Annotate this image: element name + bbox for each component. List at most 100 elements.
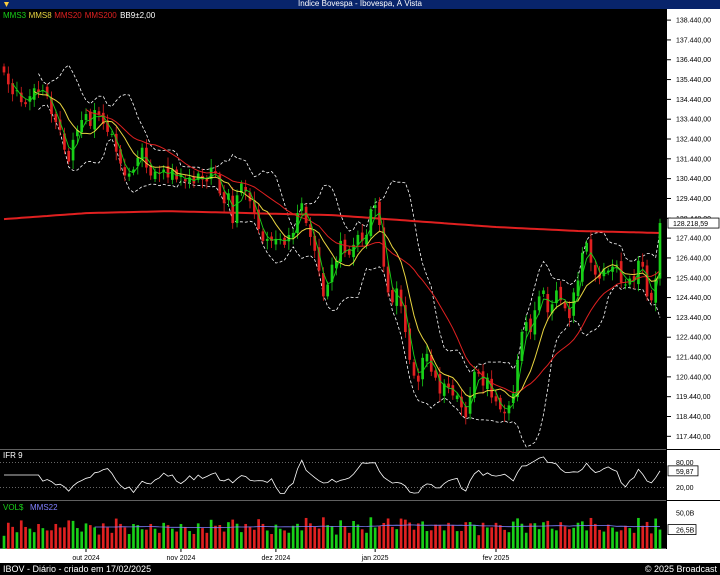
candle-body — [624, 284, 627, 286]
price-tick-label: 135.440,00 — [676, 77, 711, 84]
candle-body — [533, 310, 537, 335]
candle-body — [568, 308, 571, 319]
volume-bar — [175, 531, 178, 549]
volume-bar — [391, 526, 394, 549]
volume-bar — [520, 523, 524, 549]
candle-body — [645, 265, 649, 297]
volume-bar — [88, 525, 92, 549]
candle-body — [175, 169, 178, 180]
volume-bar — [632, 532, 636, 549]
time-axis-bg — [0, 549, 720, 563]
candle-body — [270, 236, 273, 241]
candle-body — [576, 280, 580, 296]
ifr-panel-label: IFR 9 — [3, 451, 23, 460]
volume-bar — [326, 525, 330, 549]
volume-bar — [460, 530, 463, 549]
candle-body — [265, 238, 269, 241]
price-tick-label: 130.440,00 — [676, 176, 711, 183]
candle-body — [391, 290, 394, 303]
volume-bar — [287, 532, 291, 549]
price-tick-label: 138.440,00 — [676, 18, 711, 25]
candle-body — [304, 206, 308, 224]
volume-bar — [373, 527, 377, 549]
candle-body — [546, 294, 550, 313]
vol-ma-label: MMS22 — [30, 503, 58, 512]
volume-bar — [555, 530, 558, 549]
vol-panel-label: VOL$ — [3, 503, 24, 512]
candle-body — [19, 92, 23, 103]
candle-body — [80, 119, 84, 133]
volume-bar — [28, 528, 32, 549]
candle-body — [438, 374, 442, 394]
volume-bar — [624, 525, 627, 549]
volume-bar — [455, 531, 459, 549]
volume-bar — [58, 527, 62, 549]
candle-body — [524, 322, 528, 331]
volume-bar — [619, 530, 623, 549]
volume-bar — [209, 519, 213, 549]
volume-bar — [365, 532, 368, 549]
volume-bar — [231, 519, 235, 549]
vol-current-label: 26,5B — [676, 528, 695, 535]
time-axis-label: dez 2024 — [261, 555, 290, 562]
volume-bar — [15, 532, 19, 549]
candle-body — [529, 318, 532, 333]
candle-body — [516, 359, 519, 398]
volume-bar — [170, 528, 174, 549]
volume-bar — [641, 525, 645, 549]
volume-bar — [313, 526, 317, 549]
candle-body — [555, 290, 558, 304]
volume-bar — [205, 532, 209, 549]
volume-bar — [464, 522, 468, 549]
volume-bar — [54, 523, 58, 549]
candle-body — [32, 88, 36, 100]
volume-bar — [529, 523, 532, 549]
volume-bar — [45, 530, 49, 549]
candle-body — [37, 89, 40, 93]
candle-body — [373, 205, 377, 208]
candle-body — [296, 213, 299, 233]
app-icon — [4, 2, 9, 7]
candle-body — [455, 395, 459, 400]
volume-bar — [114, 518, 118, 549]
volume-bar — [658, 529, 662, 549]
volume-bar — [524, 532, 528, 549]
volume-bar — [227, 522, 230, 549]
bollinger-upper-band — [38, 64, 661, 373]
footer-left-text: IBOV - Diário - criado em 17/02/2025 — [3, 564, 152, 574]
volume-bar — [283, 530, 286, 549]
volume-bar — [235, 523, 239, 549]
candle-body — [490, 378, 494, 398]
candle-body — [434, 370, 437, 378]
volume-bar — [602, 531, 606, 549]
candle-body — [252, 200, 256, 214]
volume-bar — [408, 522, 412, 549]
volume-bar — [421, 521, 424, 549]
candle-body — [641, 261, 645, 267]
volume-bar — [149, 523, 153, 549]
volume-bar — [598, 529, 601, 549]
volume-bar — [546, 520, 550, 549]
candle-body — [274, 238, 278, 245]
price-tick-label: 127.440,00 — [676, 236, 711, 243]
volume-bar — [183, 526, 187, 549]
volume-bar — [516, 518, 519, 549]
price-tick-label: 131.440,00 — [676, 156, 711, 163]
volume-bar — [334, 534, 338, 549]
volume-bar — [274, 524, 278, 549]
volume-bar — [179, 524, 183, 549]
candle-body — [140, 147, 144, 161]
candle-body — [468, 395, 472, 414]
candle-body — [114, 133, 118, 152]
price-tick-label: 117.440,00 — [676, 434, 711, 441]
volume-bar — [559, 522, 563, 549]
volume-bar — [50, 530, 53, 549]
volume-bar — [382, 522, 386, 549]
volume-bar — [166, 525, 170, 549]
chart-area[interactable]: 138.440,00 137.440,00 136.440,00 135.440,00… — [0, 9, 720, 563]
volume-bar — [451, 525, 455, 549]
candle-body — [15, 90, 19, 92]
volume-bar — [123, 527, 127, 549]
volume-bar — [542, 522, 545, 549]
candle-body — [76, 129, 79, 137]
